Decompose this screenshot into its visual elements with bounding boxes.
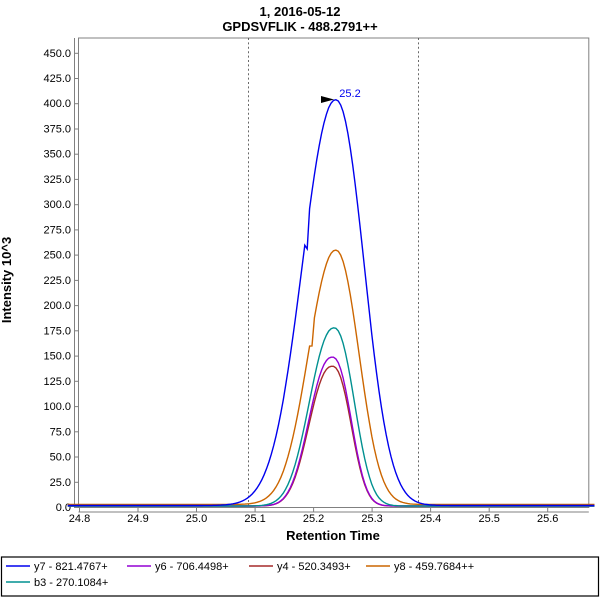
svg-text:25.2: 25.2 [339,88,360,100]
svg-text:175.0: 175.0 [43,325,71,337]
svg-text:275.0: 275.0 [43,224,71,236]
svg-text:25.0: 25.0 [186,513,207,525]
svg-text:400.0: 400.0 [43,98,71,110]
svg-text:25.2: 25.2 [303,513,324,525]
svg-text:425.0: 425.0 [43,73,71,85]
svg-text:Intensity 10^3: Intensity 10^3 [0,237,14,323]
svg-text:b3 - 270.1084+: b3 - 270.1084+ [34,577,108,589]
svg-text:25.0: 25.0 [50,477,71,489]
svg-text:25.1: 25.1 [244,513,265,525]
svg-text:50.0: 50.0 [50,452,71,464]
svg-text:24.9: 24.9 [127,513,148,525]
svg-text:Retention Time: Retention Time [286,528,380,543]
svg-text:y4 - 520.3493+: y4 - 520.3493+ [277,561,351,573]
svg-text:y6 - 706.4498+: y6 - 706.4498+ [155,561,229,573]
svg-text:24.8: 24.8 [69,513,90,525]
svg-text:25.6: 25.6 [537,513,558,525]
svg-text:350.0: 350.0 [43,149,71,161]
svg-text:450.0: 450.0 [43,48,71,60]
svg-text:y7 - 821.4767+: y7 - 821.4767+ [34,561,108,573]
svg-text:25.4: 25.4 [420,513,441,525]
svg-text:200.0: 200.0 [43,300,71,312]
svg-text:150.0: 150.0 [43,351,71,363]
svg-text:375.0: 375.0 [43,124,71,136]
svg-text:125.0: 125.0 [43,376,71,388]
svg-text:25.5: 25.5 [478,513,499,525]
svg-text:25.3: 25.3 [361,513,382,525]
svg-text:y8 - 459.7684++: y8 - 459.7684++ [394,561,474,573]
svg-text:75.0: 75.0 [50,426,71,438]
svg-text:325.0: 325.0 [43,174,71,186]
svg-text:300.0: 300.0 [43,199,71,211]
svg-text:100.0: 100.0 [43,401,71,413]
svg-text:225.0: 225.0 [43,275,71,287]
svg-text:250.0: 250.0 [43,250,71,262]
